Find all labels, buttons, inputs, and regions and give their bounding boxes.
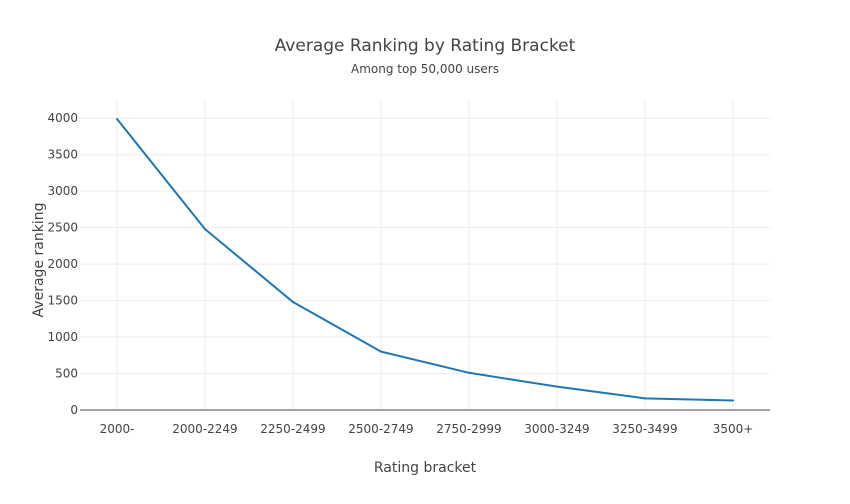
x-tick-label: 2750-2999 bbox=[436, 422, 501, 436]
data-point bbox=[204, 228, 206, 231]
grid bbox=[80, 100, 770, 410]
x-tick-label: 2000- bbox=[100, 422, 135, 436]
x-axis-ticks: 2000- 2000-2249 2250-2499 2500-2749 2750-299… bbox=[100, 422, 754, 436]
y-tick-label: 3500 bbox=[47, 148, 78, 162]
chart-subtitle: Among top 50,000 users bbox=[351, 62, 499, 76]
x-tick-label: 3500+ bbox=[713, 422, 754, 436]
y-tick-label: 2000 bbox=[47, 257, 78, 271]
data-point bbox=[644, 397, 646, 400]
y-tick-label: 1000 bbox=[47, 330, 78, 344]
data-point bbox=[556, 385, 558, 388]
x-tick-label: 3000-3249 bbox=[524, 422, 589, 436]
x-tick-label: 2250-2499 bbox=[260, 422, 325, 436]
y-tick-label: 500 bbox=[55, 367, 78, 381]
series-layer bbox=[116, 117, 734, 402]
data-point bbox=[380, 350, 382, 353]
x-axis-label: Rating bracket bbox=[374, 460, 477, 476]
x-tick-label: 2500-2749 bbox=[348, 422, 413, 436]
y-tick-label: 0 bbox=[70, 403, 78, 417]
series-line bbox=[116, 118, 734, 402]
data-point bbox=[468, 371, 470, 374]
y-tick-label: 4000 bbox=[47, 111, 78, 125]
y-axis-label: Average ranking bbox=[31, 203, 47, 318]
data-point bbox=[732, 399, 734, 402]
x-tick-label: 3250-3499 bbox=[612, 422, 677, 436]
y-tick-label: 1500 bbox=[47, 294, 78, 308]
chart-title: Average Ranking by Rating Bracket bbox=[275, 36, 576, 56]
data-point bbox=[116, 117, 118, 120]
data-point bbox=[292, 301, 294, 304]
y-tick-label: 2500 bbox=[47, 221, 78, 235]
y-tick-label: 3000 bbox=[47, 184, 78, 198]
y-axis-ticks: 0 500 1000 1500 2000 2500 3000 3500 4000 bbox=[47, 111, 78, 417]
x-tick-label: 2000-2249 bbox=[172, 422, 237, 436]
